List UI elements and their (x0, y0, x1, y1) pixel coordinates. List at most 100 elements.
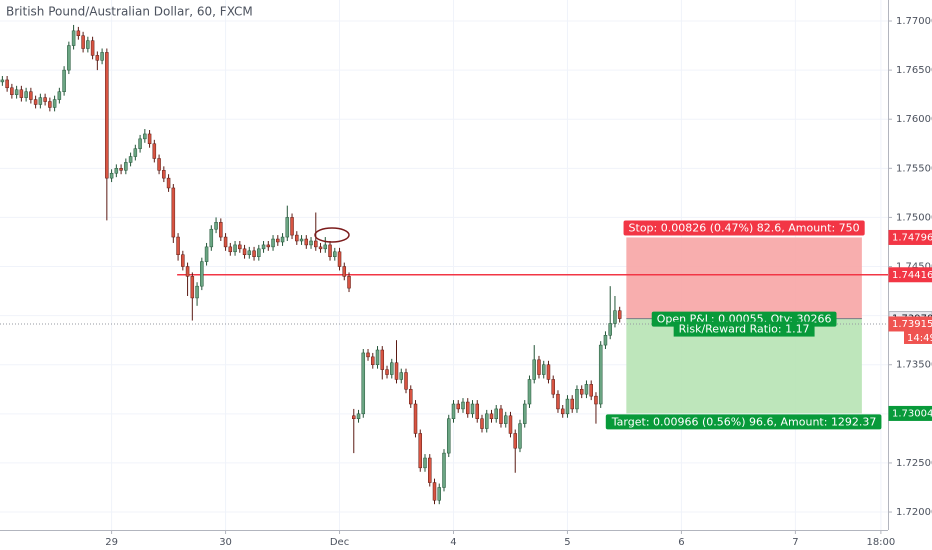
y-tick-label: 1.76500 (896, 65, 932, 76)
candle-body (404, 372, 408, 390)
candle-body (67, 45, 71, 71)
candle-body (532, 359, 536, 380)
candle (347, 272, 351, 293)
y-tick-label: 1.72000 (896, 507, 932, 518)
candle-body (109, 172, 114, 179)
candle-body (223, 236, 228, 248)
candle-body (409, 389, 413, 405)
candle (285, 205, 290, 241)
candle (90, 36, 95, 60)
candle (613, 295, 617, 328)
candle-body (138, 138, 142, 149)
candle-body (24, 91, 28, 98)
candle-body (119, 168, 123, 171)
candle-body (541, 364, 546, 375)
candle (95, 51, 100, 71)
y-tick-label: 1.73500 (896, 360, 932, 371)
candle-body (423, 457, 427, 469)
candle (171, 184, 176, 243)
candle-body (432, 482, 437, 501)
y-tick-label: 1.75000 (896, 212, 932, 223)
candle-body (276, 238, 280, 243)
candle (361, 349, 366, 418)
candle (276, 235, 280, 246)
candle (223, 233, 228, 251)
candle (541, 360, 546, 379)
candle (109, 169, 114, 183)
candle (138, 134, 142, 153)
candle (67, 41, 71, 75)
candle-body (133, 148, 138, 157)
candle-body (152, 143, 157, 159)
candle (57, 87, 62, 104)
candle-body (280, 236, 285, 243)
candle-body (565, 398, 570, 415)
candle (166, 174, 171, 192)
candle (105, 48, 109, 221)
y-tick-label: 1.76000 (896, 114, 932, 125)
candle-body (342, 266, 347, 277)
candle-body (508, 415, 513, 434)
candle-body (589, 384, 593, 397)
candle-body (394, 362, 399, 380)
candle-body (451, 403, 456, 419)
candle-body (0, 79, 5, 83)
candle (413, 400, 418, 438)
candle (181, 250, 185, 271)
candle (575, 385, 579, 413)
candle (29, 87, 33, 104)
candle (204, 242, 209, 266)
candle (257, 244, 261, 261)
candle (309, 237, 313, 249)
candle (295, 231, 299, 245)
candle (418, 429, 423, 472)
candle-body (613, 310, 617, 324)
candle-body (594, 395, 598, 405)
candle-body (190, 276, 195, 299)
candle (442, 449, 446, 492)
y-tick-label: 1.72500 (896, 458, 932, 469)
candle (124, 158, 128, 175)
candle-body (10, 87, 14, 95)
x-tick-label: Dec (330, 537, 349, 548)
candle-body (484, 413, 489, 429)
candle-body (304, 238, 309, 246)
candle (371, 352, 375, 369)
candle (579, 385, 584, 399)
price-tag-label: 1.73915 (892, 319, 932, 330)
candle-body (181, 254, 185, 267)
stop-label-box (623, 220, 865, 236)
candle (162, 166, 166, 183)
candle (314, 212, 318, 251)
candle-body (323, 244, 328, 250)
candle-body (584, 384, 589, 395)
stop-zone (626, 237, 862, 319)
candle (100, 48, 104, 65)
candle-body (5, 79, 9, 89)
x-tick-label: 29 (105, 537, 118, 548)
candle-body (575, 389, 579, 410)
candle (546, 360, 551, 384)
candle-body (551, 379, 555, 395)
y-tick-label: 1.77000 (896, 16, 932, 27)
candle (214, 217, 218, 234)
candle (81, 31, 85, 53)
candle-body (48, 101, 52, 108)
candle (556, 390, 560, 413)
candle (570, 395, 574, 413)
candle (176, 233, 180, 261)
candle (261, 240, 266, 253)
chart-title: British Pound/Australian Dollar, 60, FXC… (6, 5, 253, 19)
candle (328, 240, 332, 261)
candle-body (200, 261, 204, 287)
x-tick-label: 5 (564, 537, 570, 548)
candle (451, 400, 456, 423)
candle-body (38, 97, 43, 105)
candle-body (570, 398, 574, 410)
candle (484, 409, 489, 433)
price-tag (888, 405, 932, 421)
stop-label: Stop: 0.00826 (0.47%) 82.6, Amount: 750 (629, 221, 860, 234)
candle-body (380, 349, 385, 370)
candle-body (480, 418, 484, 429)
candle (337, 247, 342, 271)
